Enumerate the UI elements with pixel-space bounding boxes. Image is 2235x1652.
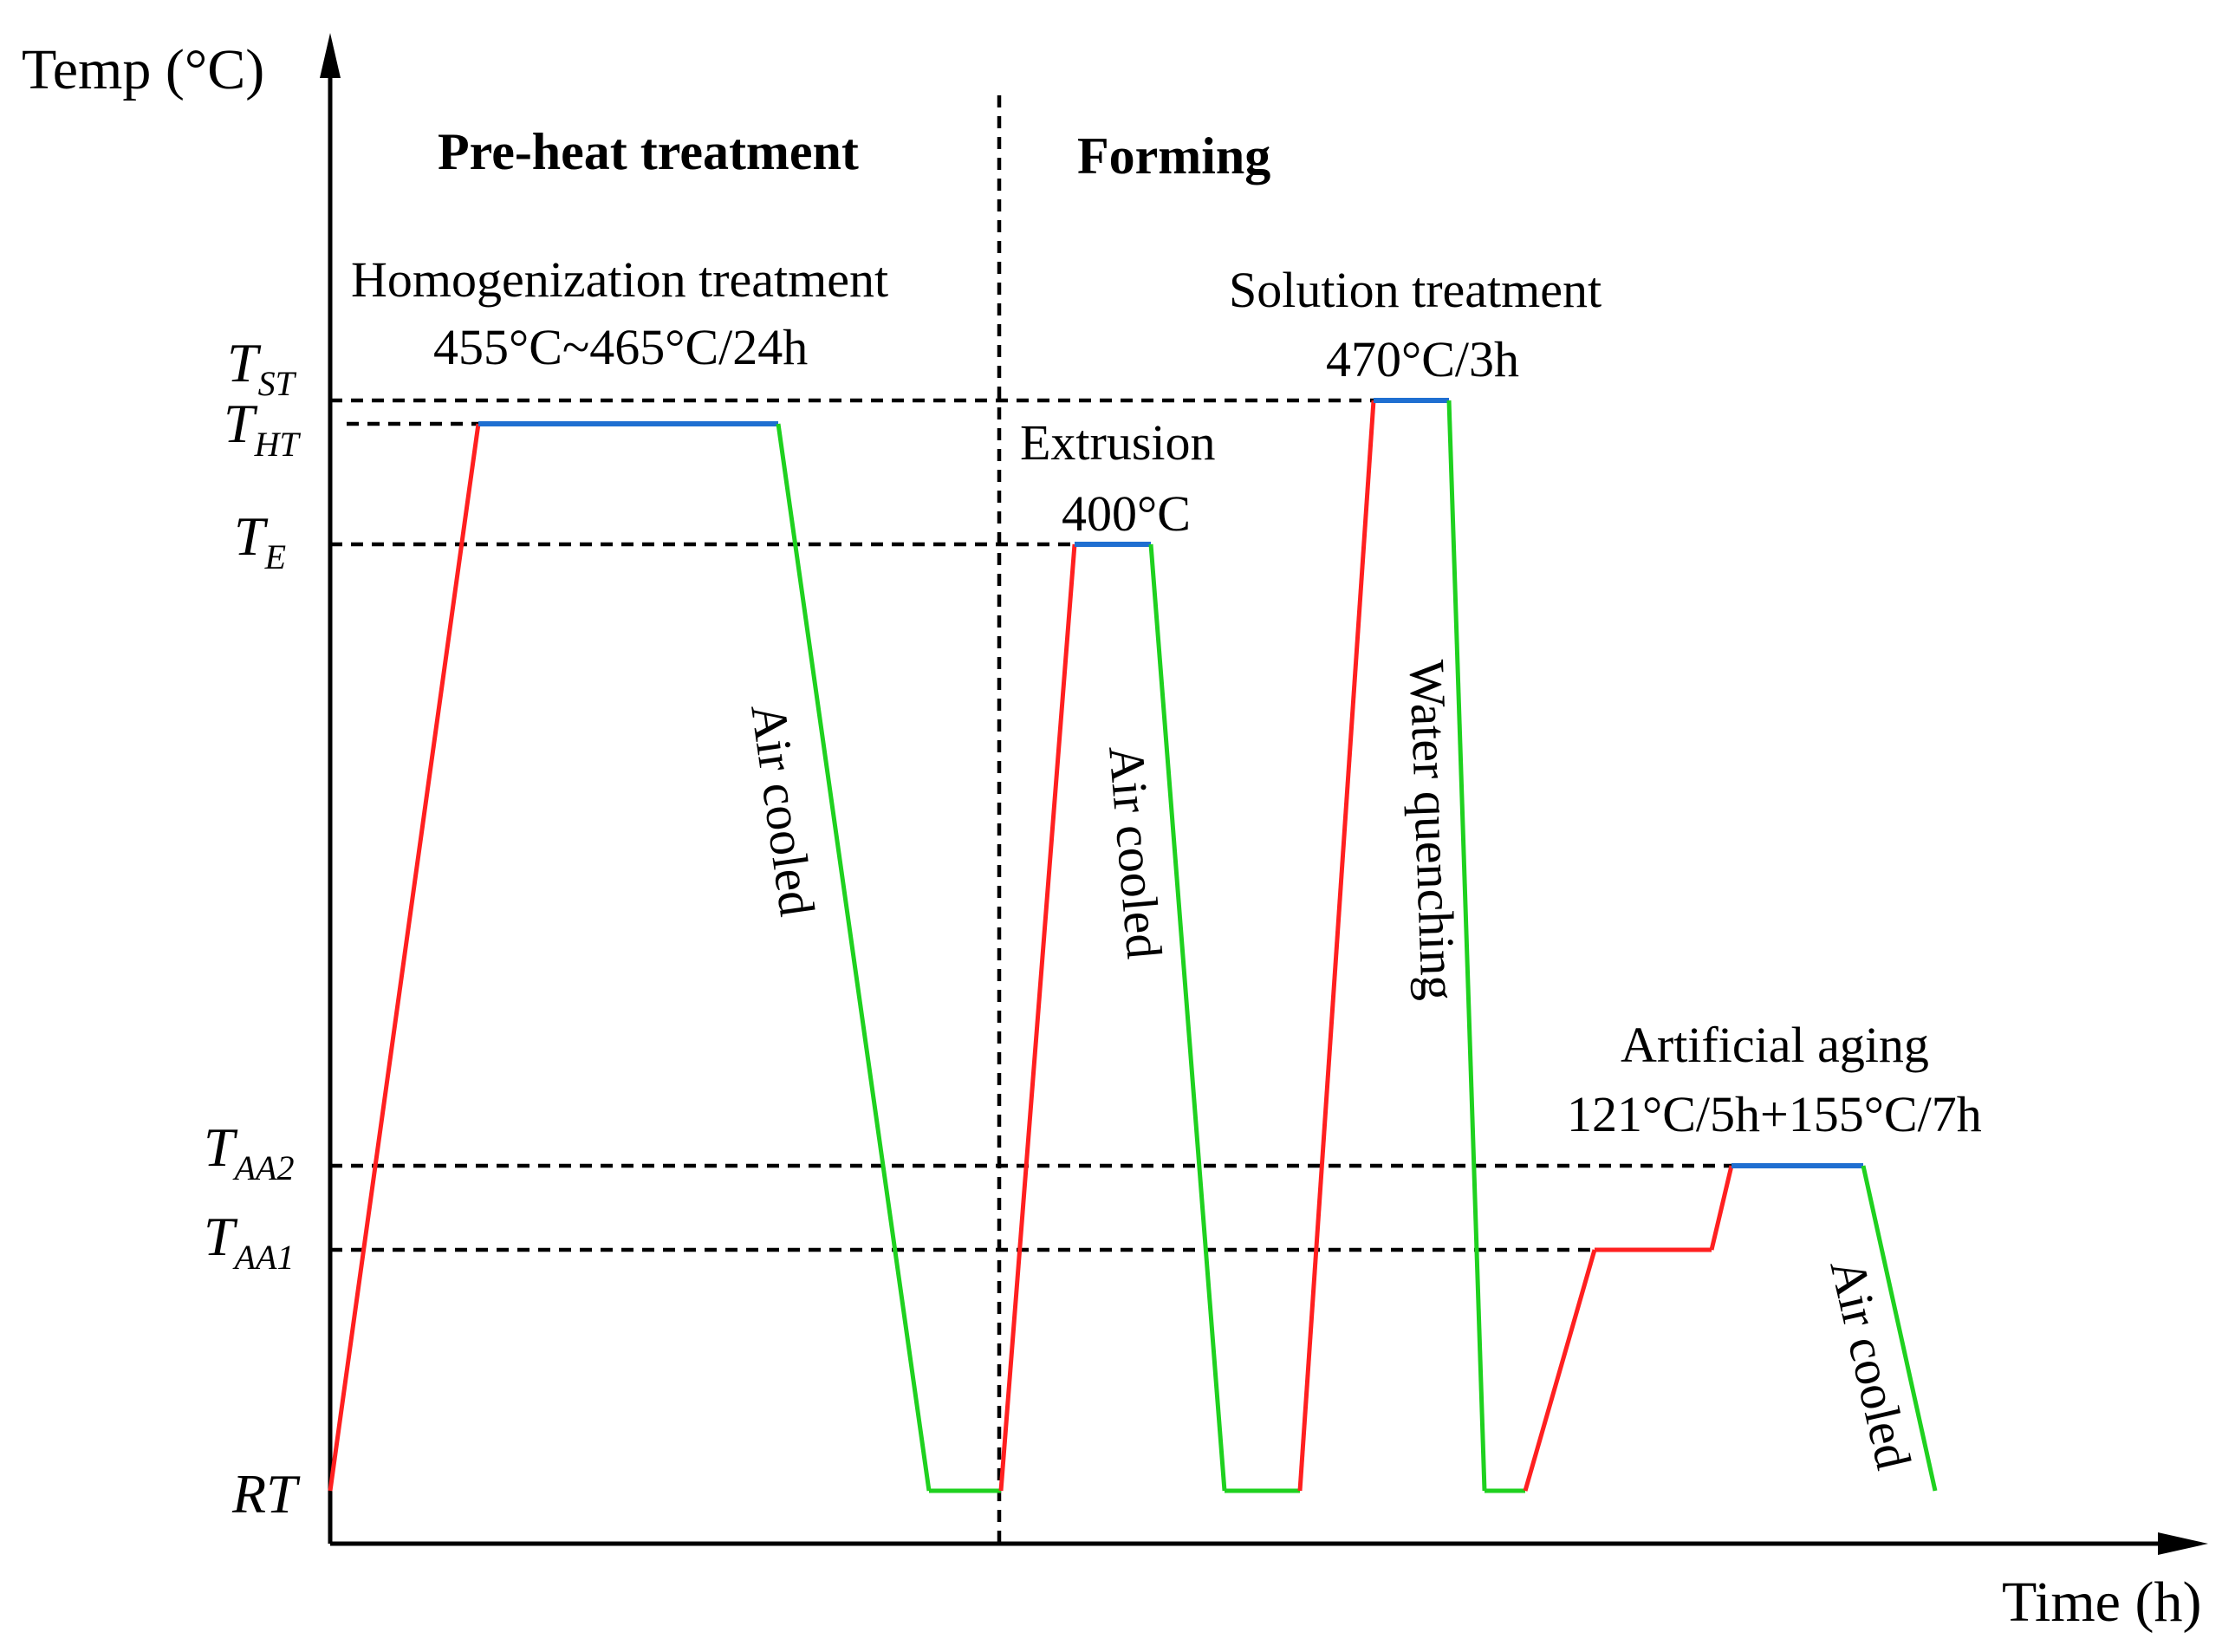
x-axis-arrowhead: [2158, 1532, 2208, 1555]
heat-segment-solution: [1297, 400, 1376, 1492]
cool-segment-water-quench: [1446, 400, 1487, 1492]
level-label-taa2: TAA2: [204, 1116, 294, 1187]
y-axis-title: Temp (°C): [22, 38, 264, 101]
heat-segment-aging-1: [1523, 1249, 1597, 1492]
annotations: Homogenization treatment 455°C~465°C/24h…: [351, 251, 1982, 1474]
solution-conditions: 470°C/3h: [1326, 331, 1519, 387]
air-cooled-label-1: Air cooled: [740, 700, 826, 920]
solution-title: Solution treatment: [1229, 262, 1602, 318]
axes: Temp (°C) Time (h): [22, 33, 2208, 1634]
extrusion-title: Extrusion: [1020, 414, 1216, 471]
y-axis-arrowhead: [320, 33, 341, 78]
level-label-tst: TST: [227, 332, 297, 403]
x-axis-title: Time (h): [2002, 1571, 2201, 1634]
level-label-rt: RT: [231, 1463, 301, 1525]
aging-conditions: 121°C/5h+155°C/7h: [1567, 1086, 1982, 1142]
extrusion-conditions: 400°C: [1062, 485, 1191, 542]
heat-segment-homogenization: [328, 423, 481, 1492]
phase-forming-label: Forming: [1077, 127, 1270, 185]
phase-preheat-label: Pre-heat treatment: [438, 123, 859, 180]
heat-segment-extrusion: [998, 543, 1077, 1492]
cool-segment-air-3: [1861, 1165, 1938, 1492]
reference-lines: [330, 398, 1731, 1252]
level-label-tht: THT: [224, 393, 301, 464]
water-quenching-label: Water quenching: [1399, 659, 1467, 1001]
heat-segment-aging-2: [1709, 1165, 1734, 1251]
aging-title: Artificial aging: [1621, 1017, 1929, 1073]
homogenization-conditions: 455°C~465°C/24h: [433, 319, 808, 375]
cool-segment-air-2: [1148, 543, 1227, 1492]
level-labels: TST THT TE TAA2 TAA1 RT: [204, 332, 301, 1525]
level-label-te: TE: [234, 505, 286, 576]
temperature-profile: [328, 398, 1938, 1493]
level-label-taa1: TAA1: [204, 1206, 294, 1277]
homogenization-title: Homogenization treatment: [351, 251, 888, 308]
cool-segment-air-1: [776, 423, 932, 1492]
air-cooled-label-2: Air cooled: [1098, 743, 1173, 960]
